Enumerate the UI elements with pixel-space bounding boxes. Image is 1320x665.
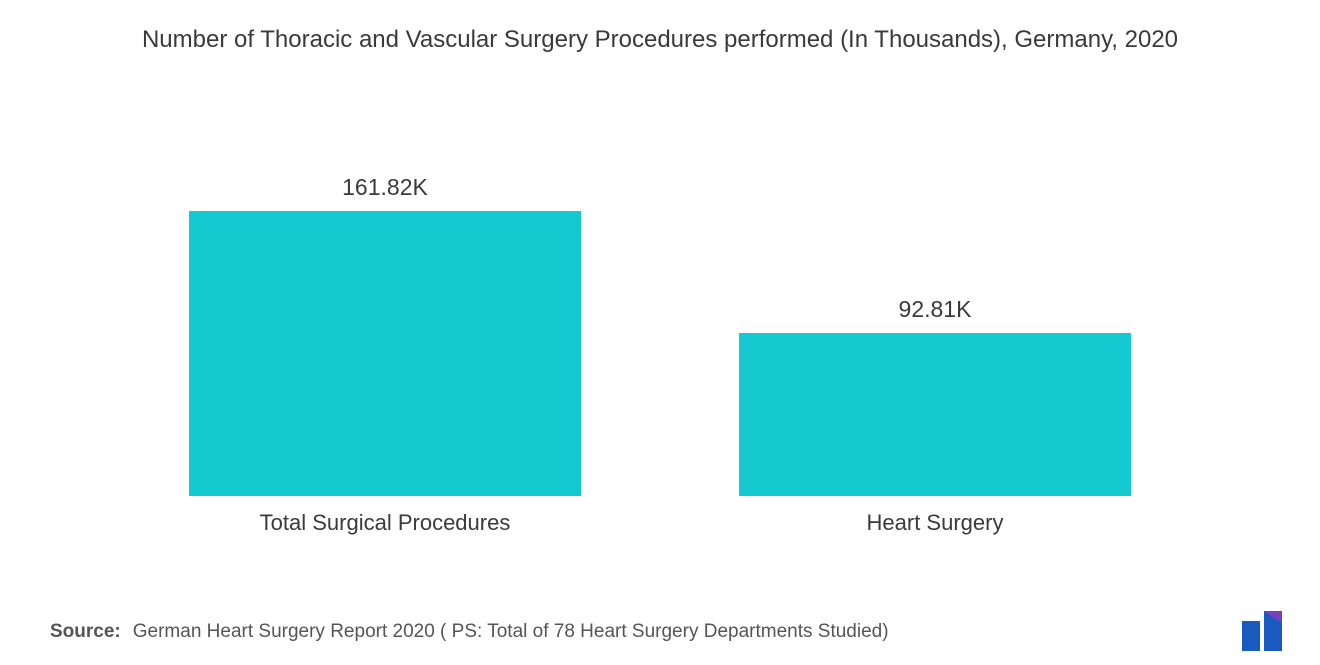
logo-bar-1	[1242, 621, 1260, 651]
chart-container: Number of Thoracic and Vascular Surgery …	[0, 0, 1320, 665]
bars-row: 161.82K 92.81K	[50, 96, 1270, 496]
x-axis-label-1: Heart Surgery	[739, 510, 1131, 536]
source-attribution: Source: German Heart Surgery Report 2020…	[50, 621, 889, 643]
x-axis-labels: Total Surgical Procedures Heart Surgery	[50, 496, 1270, 536]
bar-value-label-1: 92.81K	[899, 296, 972, 323]
bar-value-label-0: 161.82K	[342, 174, 428, 201]
brand-logo-icon	[1240, 611, 1292, 651]
source-text: German Heart Surgery Report 2020 ( PS: T…	[133, 621, 889, 643]
bar-cell-1: 92.81K	[739, 96, 1131, 496]
chart-title: Number of Thoracic and Vascular Surgery …	[110, 24, 1210, 56]
bar-rect-1	[739, 333, 1131, 497]
source-label: Source:	[50, 621, 121, 643]
bar-cell-0: 161.82K	[189, 96, 581, 496]
plot-area: 161.82K 92.81K	[50, 96, 1270, 496]
x-axis-label-0: Total Surgical Procedures	[189, 510, 581, 536]
bar-rect-0	[189, 211, 581, 497]
